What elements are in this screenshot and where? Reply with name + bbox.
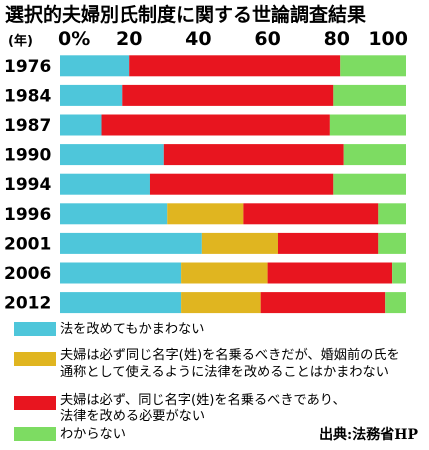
chart-title: 選択的夫婦別氏制度に関する世論調査結果	[5, 3, 366, 26]
bar-segment-2	[201, 232, 278, 254]
bar-segment-3	[163, 144, 344, 166]
x-tick-label: 60	[254, 28, 280, 50]
year-label: 2001	[4, 234, 51, 254]
legend-label: 法を改めてもかまわない	[60, 321, 204, 337]
legend-label: 夫婦は必ず、同じ名字(姓)を名乗るべきであり、	[60, 391, 346, 408]
bar-segment-4	[340, 55, 406, 77]
year-label: 1976	[4, 57, 51, 77]
bar-segment-4	[333, 84, 406, 106]
x-tick-label: 20	[116, 28, 142, 50]
bar-segment-4	[329, 114, 406, 136]
bar-segment-3	[277, 232, 379, 254]
bar-segment-2	[167, 203, 244, 225]
legend-label: 通称として使えるように法律を改めることはかまわない	[60, 363, 389, 380]
bar-segment-3	[129, 55, 341, 77]
legend-label: 法律を改める必要がない	[60, 408, 205, 424]
year-label: 1996	[4, 205, 51, 225]
bar-segment-4	[378, 203, 406, 225]
bar-segment-4	[392, 262, 406, 284]
year-unit-label: (年)	[8, 33, 33, 49]
legend-swatch	[14, 352, 56, 366]
bar-segment-4	[378, 232, 406, 254]
year-label: 2012	[4, 294, 51, 314]
legend-label: 夫婦は必ず同じ名字(姓)を名乗るべきだが、婚姻前の氏を	[60, 346, 400, 363]
bar-segment-3	[122, 84, 334, 106]
bar-segment-1	[60, 232, 202, 254]
x-tick-label: 40	[185, 28, 211, 50]
bar-segment-2	[181, 262, 268, 284]
legend-swatch	[14, 396, 56, 410]
bar-segment-3	[260, 292, 386, 314]
bar-segment-1	[60, 173, 150, 195]
legend-label: わからない	[60, 426, 126, 442]
x-tick-label: 100	[368, 28, 408, 50]
y-axis-labels: 1976 1984 1987 1990 1994 1996 2001 2006 2012	[4, 57, 51, 314]
x-axis-ticks: 0% 20 40 60 80 100	[58, 28, 408, 50]
year-label: 1990	[4, 146, 51, 166]
x-tick-label: 80	[324, 28, 350, 50]
x-tick-label: 0%	[58, 28, 90, 50]
year-label: 1994	[4, 175, 51, 195]
bar-segment-1	[60, 84, 123, 106]
bar-segment-3	[267, 262, 393, 284]
legend: 法を改めてもかまわない夫婦は必ず同じ名字(姓)を名乗るべきだが、婚姻前の氏を通称…	[14, 321, 400, 442]
bar-segment-1	[60, 203, 168, 225]
bar-segment-1	[60, 114, 102, 136]
bar-segment-3	[243, 203, 379, 225]
year-label: 1987	[4, 116, 51, 136]
bar-segment-2	[181, 292, 261, 314]
bar-segment-4	[385, 292, 406, 314]
bar-segment-1	[60, 262, 182, 284]
source-label: 出典:法務省HP	[319, 426, 418, 443]
legend-swatch	[14, 427, 56, 441]
year-label: 2006	[4, 264, 51, 284]
bars	[60, 55, 406, 314]
bar-segment-3	[101, 114, 330, 136]
bar-segment-1	[60, 144, 164, 166]
bar-segment-1	[60, 292, 182, 314]
bar-segment-4	[333, 173, 406, 195]
bar-segment-1	[60, 55, 130, 77]
bar-segment-3	[149, 173, 334, 195]
bar-segment-4	[343, 144, 406, 166]
year-label: 1984	[4, 86, 51, 106]
legend-swatch	[14, 322, 56, 336]
